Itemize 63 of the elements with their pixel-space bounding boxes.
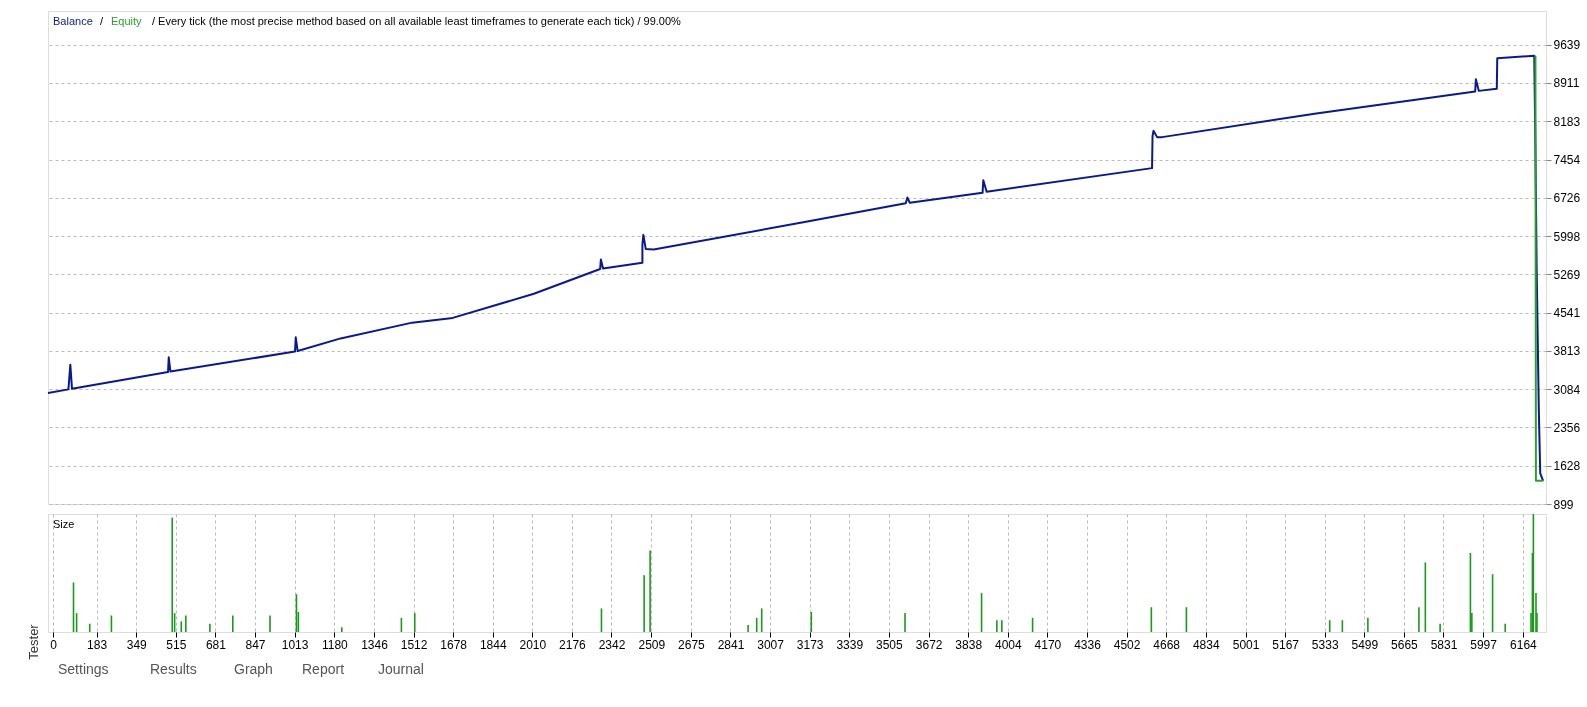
- x-tick-label: 1844: [479, 637, 507, 652]
- x-tick-label: 681: [205, 637, 227, 652]
- x-tick-label: 5831: [1430, 637, 1458, 652]
- line-series: [47, 54, 1545, 482]
- x-tick-label: 2010: [519, 637, 547, 652]
- text: Settings: [58, 661, 109, 677]
- x-tick-label: 3838: [955, 637, 983, 652]
- y-tick-label: 7454: [1553, 153, 1581, 168]
- x-tick-label: 5333: [1311, 637, 1339, 652]
- x-tick-label: 515: [166, 637, 187, 652]
- y-tick-label: 5998: [1553, 229, 1581, 244]
- x-tick-label: 1346: [361, 637, 389, 652]
- x-tick-label: 4502: [1113, 637, 1141, 652]
- text: Report: [302, 661, 345, 677]
- x-tick-label: 6164: [1510, 637, 1538, 652]
- y-tick-label: 2356: [1553, 420, 1581, 435]
- x-tick-label: 5167: [1272, 637, 1300, 652]
- y-tick-label: 8911: [1553, 76, 1580, 91]
- y-tick-label: 3084: [1553, 382, 1581, 397]
- x-tick-label: 2342: [598, 637, 626, 652]
- text: Equity: [111, 15, 143, 27]
- x-tick-label: 3007: [757, 637, 785, 652]
- x-tick-label: 4336: [1074, 637, 1102, 652]
- x-tick-label: 1678: [440, 637, 468, 652]
- x-tick-label: 5499: [1351, 637, 1379, 652]
- y-tick-label: 5269: [1553, 267, 1581, 282]
- x-tick-label: 3672: [915, 637, 943, 652]
- text: Journal: [378, 661, 424, 677]
- x-tick-label: 3505: [875, 637, 903, 652]
- x-tick-label: 3339: [836, 637, 864, 652]
- x-tick-label: 1013: [281, 637, 309, 652]
- annotation: /: [100, 15, 104, 27]
- text: Graph: [234, 661, 273, 677]
- x-tick-label: 0: [50, 637, 58, 652]
- x-tick-label: 1180: [321, 637, 349, 652]
- text: Tester: [26, 623, 41, 660]
- chart-title: Size: [53, 518, 75, 530]
- y-tick-label: 6726: [1553, 191, 1581, 206]
- x-tick-label: 5001: [1232, 637, 1260, 652]
- x-tick-label: 2509: [638, 637, 666, 652]
- x-tick-label: 4170: [1034, 637, 1062, 652]
- x-tick-label: 5997: [1470, 637, 1498, 652]
- text: Balance: [53, 15, 93, 27]
- text: Results: [150, 661, 197, 677]
- y-tick-label: 8183: [1553, 114, 1581, 129]
- x-tick-label: 847: [245, 637, 266, 652]
- x-tick-label: 2675: [678, 637, 706, 652]
- x-tick-label: 183: [87, 637, 108, 652]
- x-tick-label: 2841: [717, 637, 745, 652]
- x-tick-label: 4004: [994, 637, 1022, 652]
- x-tick-label: 4834: [1192, 637, 1220, 652]
- y-tick-label: 1628: [1553, 459, 1581, 474]
- y-tick-label: 9639: [1553, 38, 1581, 53]
- x-tick-label: 2176: [559, 637, 587, 652]
- y-tick-label: 899: [1553, 497, 1574, 512]
- x-tick-label: 349: [126, 637, 148, 652]
- x-tick-label: 3173: [796, 637, 824, 652]
- x-tick-label: 5665: [1391, 637, 1419, 652]
- chart-title: / Every tick (the most precise method based on all available least timeframes to generate each tick) / 99.00%: [152, 15, 682, 27]
- y-tick-label: 4541: [1553, 306, 1581, 321]
- x-tick-label: 1512: [400, 637, 428, 652]
- x-tick-label: 4668: [1153, 637, 1181, 652]
- y-tick-label: 3813: [1553, 344, 1581, 359]
